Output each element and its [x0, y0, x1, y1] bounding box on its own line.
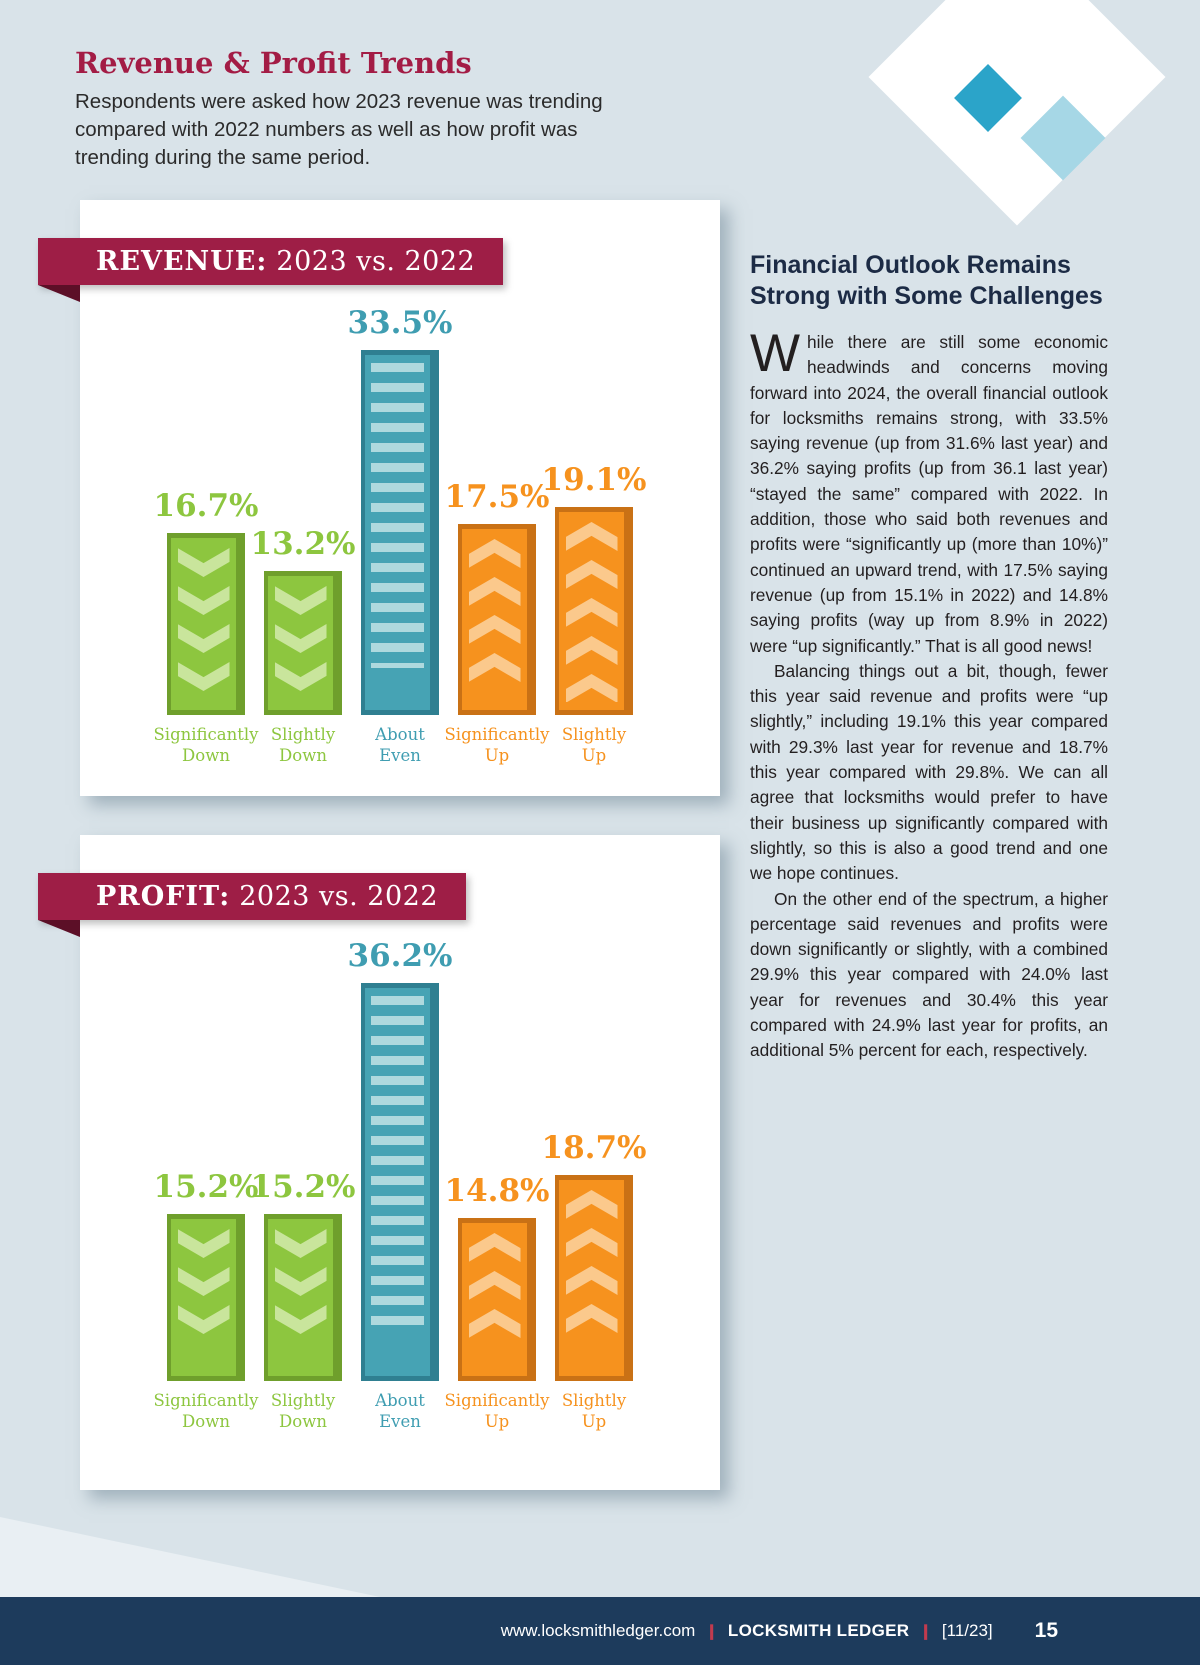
bar-group: 19.1% Slightly Up: [542, 462, 647, 768]
bar: [458, 524, 536, 715]
bar-value-label: 14.8%: [444, 1173, 550, 1209]
footer-bar: www.locksmithledger.com ❙ LOCKSMITH LEDG…: [0, 1597, 1200, 1665]
bar-category-label: About Even: [375, 1391, 425, 1431]
bar: [555, 1175, 633, 1381]
profit-banner-title-rest: 2023 vs. 2022: [230, 881, 439, 912]
bar-value-label: 15.2%: [250, 1169, 356, 1205]
bar-category-label: Slightly Up: [561, 1391, 627, 1431]
bar-group: 18.7% Slightly Up: [542, 1130, 647, 1434]
profit-banner-title-bold: PROFIT:: [96, 881, 231, 912]
bar-value-label: 19.1%: [541, 462, 647, 498]
intro-text: Respondents were asked how 2023 revenue …: [75, 90, 603, 169]
bar-category-label: Slightly Up: [561, 725, 627, 765]
bar: [167, 533, 245, 715]
decor-diamond-white: [868, 0, 1166, 226]
chevrons-down-icon: [272, 586, 329, 702]
bar-group: 36.2% About Even: [348, 938, 453, 1434]
article-paragraph-3: On the other end of the spectrum, a high…: [750, 888, 1108, 1061]
bar-category-label: Significantly Down: [153, 725, 259, 765]
bar-value-label: 13.2%: [250, 526, 356, 562]
chevrons-down-icon: [175, 1229, 232, 1368]
profit-bars: 15.2% Significantly Down 15.2% Slightly Down 3…: [80, 938, 720, 1434]
bar-category-label: Slightly Down: [270, 725, 336, 765]
bar-group: 33.5% About Even: [348, 305, 453, 768]
bar-category-label: Significantly Down: [153, 1391, 259, 1431]
article-column: Financial Outlook Remains Strong with So…: [750, 250, 1108, 1064]
chevrons-up-icon: [466, 539, 523, 702]
bar-group: 13.2% Slightly Down: [251, 526, 356, 768]
bar-group: 15.2% Slightly Down: [251, 1169, 356, 1434]
bar: [458, 1218, 536, 1381]
decor-diagonal-band: [0, 1517, 380, 1597]
chevrons-down-icon: [175, 548, 232, 702]
chevrons-down-icon: [272, 1229, 329, 1368]
profit-ribbon-fold-icon: [38, 920, 80, 937]
bar: [264, 1214, 342, 1381]
revenue-banner: REVENUE: 2023 vs. 2022: [38, 238, 504, 285]
bar-group: 14.8% Significantly Up: [445, 1173, 550, 1434]
bar: [361, 350, 439, 715]
bar: [361, 983, 439, 1381]
bar-group: 15.2% Significantly Down: [154, 1169, 259, 1434]
page-title: Revenue & Profit Trends: [75, 46, 472, 80]
revenue-banner-title-bold: REVENUE:: [96, 246, 268, 277]
bar-value-label: 36.2%: [347, 938, 453, 974]
stripe-pattern-icon: [371, 363, 424, 668]
footer-url: www.locksmithledger.com: [500, 1621, 696, 1640]
revenue-banner-title-rest: 2023 vs. 2022: [267, 246, 476, 277]
bar-value-label: 15.2%: [153, 1169, 259, 1205]
footer-separator-icon: ❙: [705, 1623, 718, 1640]
article-paragraph-2: Balancing things out a bit, though, fewe…: [750, 660, 1108, 884]
bar: [167, 1214, 245, 1381]
bar-category-label: About Even: [375, 725, 425, 765]
revenue-ribbon-fold-icon: [38, 285, 80, 302]
bar: [264, 571, 342, 715]
profit-chart-card: PROFIT: 2023 vs. 2022 15.2% Significantly…: [38, 835, 720, 1490]
bar-value-label: 16.7%: [153, 488, 259, 524]
footer-page-number: 15: [1034, 1619, 1058, 1642]
bar-value-label: 17.5%: [444, 479, 550, 515]
article-heading: Financial Outlook Remains Strong with So…: [750, 251, 1103, 310]
chevrons-up-icon: [563, 1190, 620, 1368]
bar-category-label: Slightly Down: [270, 1391, 336, 1431]
bar-value-label: 18.7%: [541, 1130, 647, 1166]
chevrons-up-icon: [563, 522, 620, 702]
bar-value-label: 33.5%: [347, 305, 453, 341]
article-paragraph-1-text: hile there are still some economic headw…: [750, 332, 1108, 656]
drop-cap: W: [750, 324, 801, 383]
bar: [555, 507, 633, 715]
footer-separator-icon: ❙: [919, 1623, 932, 1640]
chevrons-up-icon: [466, 1233, 523, 1368]
bar-category-label: Significantly Up: [444, 725, 550, 765]
bar-category-label: Significantly Up: [444, 1391, 550, 1431]
profit-banner: PROFIT: 2023 vs. 2022: [38, 873, 467, 920]
revenue-chart-card: REVENUE: 2023 vs. 2022 16.7% Significantl…: [38, 200, 720, 796]
footer-issue: [11/23]: [941, 1621, 993, 1640]
bar-group: 16.7% Significantly Down: [154, 488, 259, 768]
bar-group: 17.5% Significantly Up: [445, 479, 550, 768]
revenue-bars: 16.7% Significantly Down 13.2% Slightly Down 3…: [80, 305, 720, 768]
stripe-pattern-icon: [371, 996, 424, 1334]
footer-publication: LOCKSMITH LEDGER: [727, 1621, 910, 1640]
